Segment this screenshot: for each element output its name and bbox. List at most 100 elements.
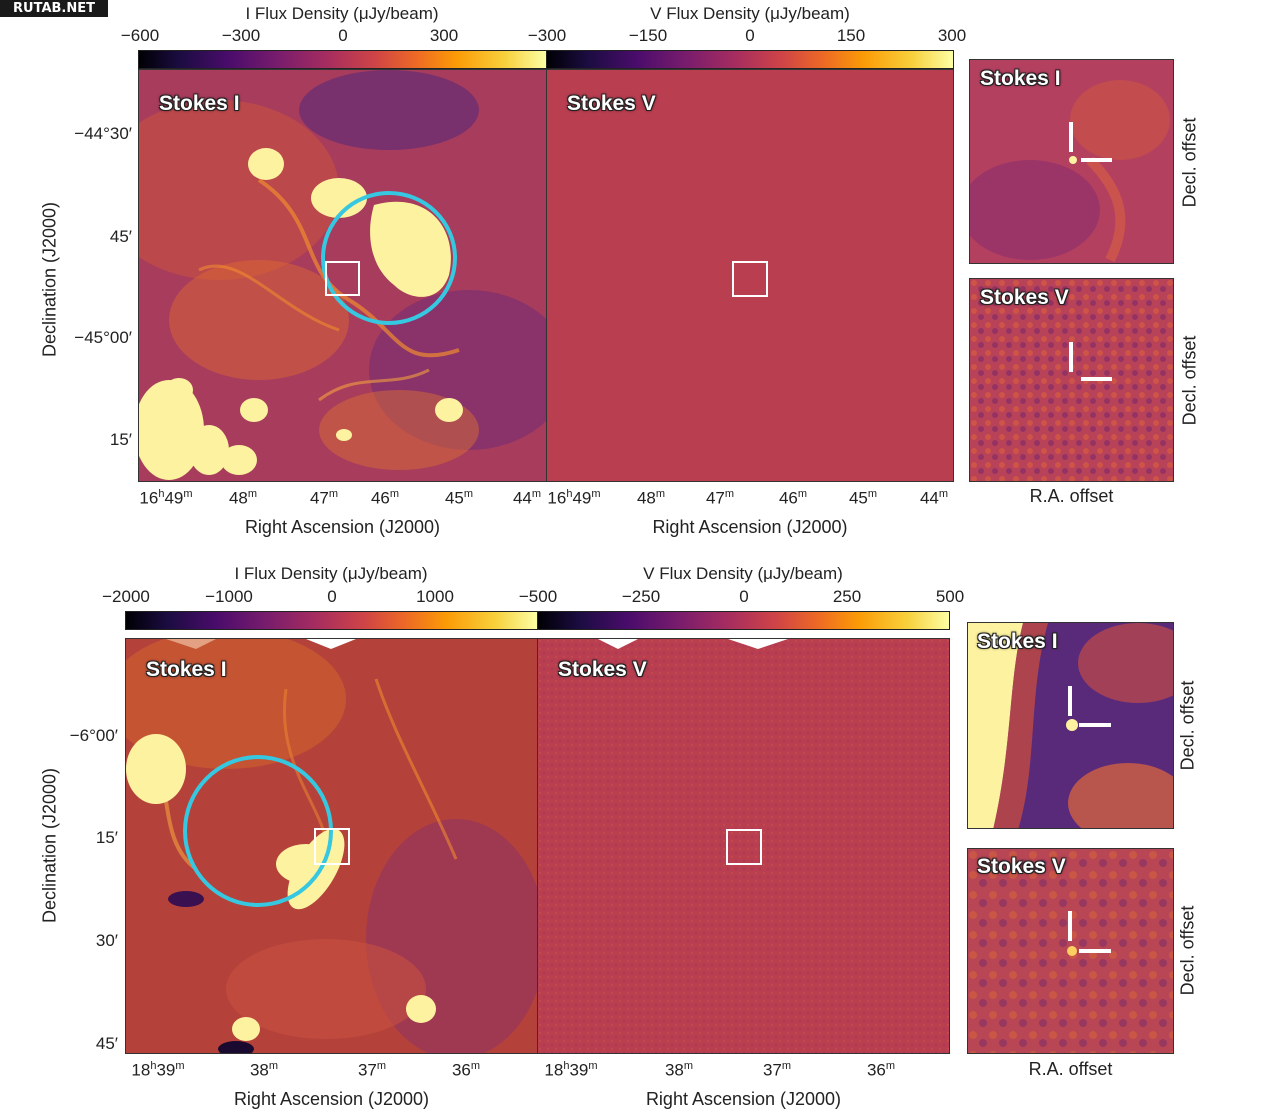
top-y-tick: 15′ xyxy=(109,430,132,449)
bottom-i-x-tick: 18h39m xyxy=(131,1060,185,1080)
bottom-inset-i-image xyxy=(968,623,1173,828)
top-inset-stokes-v xyxy=(969,278,1174,482)
top-i-x-tick: 45m xyxy=(444,488,474,508)
top-inset-stokes-i xyxy=(969,59,1174,264)
bottom-inset-v-marker-horizontal xyxy=(1079,949,1111,953)
top-y-tick: −44°30′ xyxy=(74,124,132,143)
bottom-colorbar-v xyxy=(537,611,950,630)
bottom-inset-stokes-v xyxy=(967,848,1174,1054)
bottom-v-x-tick: 38m xyxy=(664,1060,694,1080)
top-inset-v-marker-vertical xyxy=(1069,342,1073,372)
bottom-y-tick: 30′ xyxy=(95,931,118,950)
top-v-x-tick: 45m xyxy=(848,488,878,508)
top-cbar-i-tick: −300 xyxy=(221,26,261,45)
top-cbar-v-tick: −150 xyxy=(628,26,668,45)
bottom-cbar-i-tick: 0 xyxy=(327,587,337,606)
bottom-inset-i-marker-horizontal xyxy=(1079,723,1111,727)
bottom-inset-i-label: Stokes I xyxy=(977,630,1058,653)
bottom-inset-v-label: Stokes V xyxy=(977,855,1066,878)
bottom-cbar-i-tick: −2000 xyxy=(102,587,150,606)
top-v-x-tick: 48m xyxy=(636,488,666,508)
top-inset-v-marker-horizontal xyxy=(1081,377,1112,381)
bottom-stokes-v-label: Stokes V xyxy=(558,658,647,681)
top-cbar-v-title: V Flux Density (μJy/beam) xyxy=(650,4,850,23)
bottom-stokes-i-label: Stokes I xyxy=(146,658,227,681)
bottom-cbar-v-tick: −500 xyxy=(518,587,558,606)
top-cbar-v-tick: 150 xyxy=(836,26,866,45)
bottom-v-x-axis-title: Right Ascension (J2000) xyxy=(645,1089,842,1109)
top-inset-i-marker-horizontal xyxy=(1081,158,1112,162)
top-v-x-tick: 46m xyxy=(778,488,808,508)
top-cbar-v-tick: 0 xyxy=(745,26,755,45)
bottom-cbar-v-tick: 0 xyxy=(739,587,749,606)
bottom-y-tick: 15′ xyxy=(95,828,118,847)
top-y-axis-title: Declination (J2000) xyxy=(39,201,60,358)
top-y-tick: −45°00′ xyxy=(74,328,132,347)
top-i-source-box xyxy=(325,261,360,296)
bottom-i-source-box xyxy=(314,828,350,865)
bottom-cbar-v-tick: −250 xyxy=(621,587,661,606)
top-inset-x-title: R.A. offset xyxy=(1029,486,1114,506)
top-i-x-tick: 44m xyxy=(512,488,542,508)
bottom-v-x-tick: 36m xyxy=(866,1060,896,1080)
top-v-source-box xyxy=(732,261,768,297)
top-cbar-v-tick: −300 xyxy=(527,26,567,45)
top-stokes-i-map xyxy=(138,69,547,482)
top-cbar-v-tick: 300 xyxy=(937,26,967,45)
bottom-i-x-tick: 38m xyxy=(249,1060,279,1080)
bottom-cbar-v-tick: 500 xyxy=(935,587,965,606)
top-stokes-i-label: Stokes I xyxy=(159,92,240,115)
top-cbar-i-title: I Flux Density (μJy/beam) xyxy=(245,4,439,23)
top-inset-v-y-title: Decl. offset xyxy=(1179,335,1200,426)
watermark: RUTAB.NET xyxy=(0,0,108,17)
top-inset-v-image xyxy=(970,279,1173,481)
top-colorbar-v xyxy=(546,50,954,69)
bottom-inset-i-y-title: Decl. offset xyxy=(1177,680,1198,771)
top-i-x-tick: 47m xyxy=(309,488,339,508)
bottom-cbar-i-title: I Flux Density (μJy/beam) xyxy=(234,564,428,583)
top-stokes-i-image xyxy=(139,70,546,481)
bottom-cbar-v-title: V Flux Density (μJy/beam) xyxy=(643,564,843,583)
top-v-x-tick: 44m xyxy=(919,488,949,508)
top-i-x-tick: 16h49m xyxy=(139,488,193,508)
top-inset-i-y-title: Decl. offset xyxy=(1179,117,1200,208)
bottom-inset-v-marker-vertical xyxy=(1068,911,1072,941)
bottom-y-tick: −6°00′ xyxy=(69,726,118,745)
bottom-v-x-tick: 37m xyxy=(762,1060,792,1080)
top-inset-i-image xyxy=(970,60,1173,263)
bottom-stokes-v-image xyxy=(538,639,949,1053)
top-i-x-axis-title: Right Ascension (J2000) xyxy=(244,517,441,537)
bottom-y-tick: 45′ xyxy=(95,1034,118,1053)
bottom-i-x-axis-title: Right Ascension (J2000) xyxy=(233,1089,430,1109)
bottom-v-source-box xyxy=(726,829,762,865)
top-cbar-i-tick: 300 xyxy=(429,26,459,45)
top-i-x-tick: 46m xyxy=(370,488,400,508)
top-i-x-tick: 48m xyxy=(228,488,258,508)
top-v-x-tick: 16h49m xyxy=(547,488,601,508)
top-cbar-i-tick: 0 xyxy=(338,26,348,45)
top-source-circle xyxy=(321,191,457,325)
bottom-inset-v-y-title: Decl. offset xyxy=(1177,905,1198,996)
bottom-y-axis-title: Declination (J2000) xyxy=(39,767,60,924)
top-v-x-axis-title: Right Ascension (J2000) xyxy=(652,517,848,537)
bottom-source-circle xyxy=(183,755,333,907)
bottom-v-x-tick: 18h39m xyxy=(544,1060,598,1080)
top-stokes-v-label: Stokes V xyxy=(567,92,656,115)
bottom-colorbar-i xyxy=(125,611,538,630)
top-cbar-i-tick: −600 xyxy=(120,26,160,45)
bottom-inset-x-title: R.A. offset xyxy=(1028,1059,1113,1079)
bottom-i-x-tick: 36m xyxy=(451,1060,481,1080)
top-inset-i-marker-vertical xyxy=(1069,122,1073,152)
bottom-cbar-i-tick: −1000 xyxy=(205,587,253,606)
top-colorbar-i xyxy=(138,50,547,69)
bottom-inset-i-marker-vertical xyxy=(1068,686,1072,716)
bottom-i-x-tick: 37m xyxy=(357,1060,387,1080)
top-inset-i-label: Stokes I xyxy=(980,67,1061,90)
bottom-cbar-i-tick: 1000 xyxy=(416,587,454,606)
top-inset-v-label: Stokes V xyxy=(980,286,1069,309)
bottom-cbar-v-tick: 250 xyxy=(832,587,862,606)
top-stokes-v-map xyxy=(546,69,954,482)
bottom-inset-v-image xyxy=(968,849,1173,1053)
top-y-tick: 45′ xyxy=(109,227,132,246)
bottom-inset-stokes-i xyxy=(967,622,1174,829)
